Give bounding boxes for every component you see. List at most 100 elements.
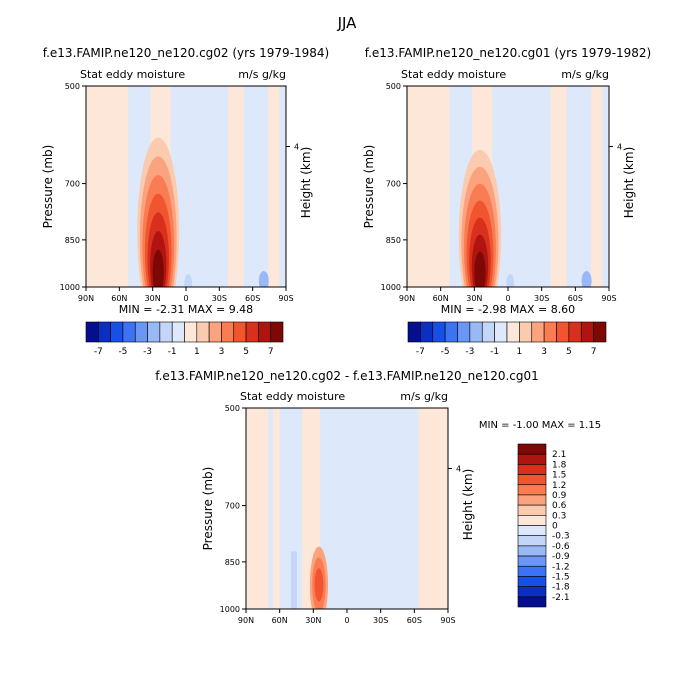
x-tick-label: 0 — [505, 294, 510, 303]
colorbar-box — [98, 321, 111, 343]
y-tick-label: 700 — [65, 180, 80, 189]
negative-patch — [184, 274, 193, 287]
colorbar-box — [258, 321, 271, 343]
colorbar-box — [517, 443, 547, 455]
colorbar-tick-label: 1.8 — [552, 460, 567, 470]
panel-1: f.e13.FAMIP.ne120_ne120.cg02 (yrs 1979-1… — [41, 46, 329, 357]
field-shading — [246, 408, 448, 609]
negative-patch — [258, 271, 269, 287]
min-max-label: MIN = -1.00 MAX = 1.15 — [479, 420, 601, 431]
x-tick-label: 60S — [407, 616, 422, 625]
colorbar-tick-label: -1.2 — [552, 562, 570, 572]
colorbar-tick-label: 0 — [552, 522, 558, 532]
colorbar-box — [517, 535, 547, 547]
colorbar-tick-label: 3 — [541, 347, 547, 357]
colorbar-tick-label: -0.6 — [552, 542, 570, 552]
colorbar-box — [517, 596, 547, 608]
x-tick-label: 60S — [245, 294, 260, 303]
colorbar-box — [457, 321, 471, 343]
colorbar-box — [543, 321, 557, 343]
x-tick-label: 90S — [440, 616, 455, 625]
positive-band — [86, 86, 129, 287]
x-tick-label: 0 — [344, 616, 349, 625]
negative-patch — [581, 271, 592, 287]
positive-band — [418, 408, 448, 609]
negative-patch — [506, 274, 515, 287]
colorbar-box — [208, 321, 222, 343]
x-tick-label: 60N — [111, 294, 127, 303]
colorbar-tick-label: -5 — [118, 347, 127, 357]
colorbar-tick-label: -5 — [441, 347, 450, 357]
y-tick-label: 500 — [65, 82, 80, 91]
x-tick-label: 60N — [272, 616, 288, 625]
colorbar-tick-label: -0.9 — [552, 552, 570, 562]
x-tick-label: 90S — [278, 294, 293, 303]
positive-band — [550, 86, 567, 287]
colorbar-box — [517, 565, 547, 577]
colorbar-box — [517, 484, 547, 496]
y-axis-label: Pressure (mb) — [201, 467, 215, 551]
y-axis-label-right: Height (km) — [622, 147, 636, 218]
colorbar-box — [517, 515, 547, 526]
field-shading — [86, 86, 286, 287]
colorbar-box — [517, 555, 547, 567]
colorbar-tick-label: 1.5 — [552, 471, 566, 481]
colorbar-box — [481, 321, 495, 343]
colorbar-box — [593, 321, 607, 343]
colorbar-box — [469, 321, 483, 343]
panel-subtitle-left: Stat eddy moisture — [401, 68, 506, 81]
min-max-label: MIN = -2.31 MAX = 9.48 — [119, 303, 253, 316]
colorbar-box — [233, 321, 247, 343]
colorbar-box — [85, 321, 99, 343]
colorbar-box — [517, 464, 547, 475]
x-tick-label: 60N — [433, 294, 449, 303]
colorbar-box — [568, 321, 582, 343]
colorbar-tick-label: -3 — [465, 347, 474, 357]
x-tick-label: 30S — [534, 294, 549, 303]
y-tick-label: 850 — [225, 558, 240, 567]
panel-subtitle-right: m/s g/kg — [238, 68, 286, 81]
x-tick-label: 90S — [601, 294, 616, 303]
panel-title: f.e13.FAMIP.ne120_ne120.cg02 - f.e13.FAM… — [155, 369, 539, 383]
panel-subtitle-left: Stat eddy moisture — [240, 390, 345, 403]
panel-3: f.e13.FAMIP.ne120_ne120.cg02 - f.e13.FAM… — [155, 369, 601, 625]
colorbar-box — [221, 321, 235, 343]
min-max-label: MIN = -2.98 MAX = 8.60 — [441, 303, 575, 316]
colorbar-tick-label: 5 — [566, 347, 572, 357]
y-right-tick-label: 4 — [456, 465, 461, 474]
y-tick-label: 1000 — [60, 283, 80, 292]
colorbar-box — [517, 586, 547, 598]
colorbar-box — [444, 321, 458, 343]
colorbar-box — [556, 321, 570, 343]
y-tick-label: 700 — [225, 502, 240, 511]
y-tick-label: 850 — [386, 236, 401, 245]
y-right-tick-label: 4 — [294, 143, 299, 152]
colorbar-box — [270, 321, 284, 343]
colorbar-tick-label: 2.1 — [552, 450, 566, 460]
field-shading — [407, 86, 609, 287]
x-tick-label: 30S — [373, 616, 388, 625]
y-axis-label: Pressure (mb) — [362, 145, 376, 229]
colorbar-tick-label: 0.3 — [552, 511, 566, 521]
x-tick-label: 30N — [466, 294, 482, 303]
colorbar-box — [245, 321, 259, 343]
panels: f.e13.FAMIP.ne120_ne120.cg02 (yrs 1979-1… — [41, 46, 651, 625]
y-tick-label: 500 — [225, 404, 240, 413]
x-tick-label: 30S — [212, 294, 227, 303]
colorbar-box — [147, 321, 161, 343]
colorbar-tick-label: 1 — [194, 347, 200, 357]
positive-band — [272, 408, 280, 609]
positive-band — [246, 408, 269, 609]
colorbar-tick-label: -7 — [416, 347, 425, 357]
negative-patch — [290, 551, 297, 609]
colorbar-box — [517, 474, 547, 486]
x-tick-label: 30N — [305, 616, 321, 625]
x-tick-label: 90N — [78, 294, 94, 303]
colorbar-box — [134, 321, 148, 343]
panel-title: f.e13.FAMIP.ne120_ne120.cg01 (yrs 1979-1… — [365, 46, 652, 60]
colorbar-box — [517, 494, 547, 506]
x-tick-label: 90N — [399, 294, 415, 303]
panel-subtitle-left: Stat eddy moisture — [80, 68, 185, 81]
colorbar-box — [494, 321, 508, 343]
x-tick-label: 60S — [568, 294, 583, 303]
